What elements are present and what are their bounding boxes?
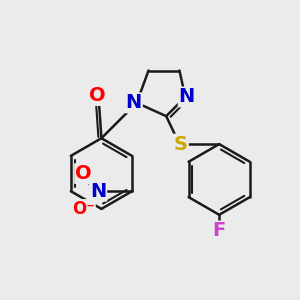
Text: O⁻: O⁻ — [72, 200, 95, 218]
Text: N: N — [90, 182, 106, 201]
Text: N: N — [126, 93, 142, 112]
Text: S: S — [174, 135, 188, 154]
Text: O: O — [89, 86, 105, 105]
Text: F: F — [213, 221, 226, 241]
Text: N: N — [179, 88, 195, 106]
Text: O: O — [75, 164, 92, 183]
